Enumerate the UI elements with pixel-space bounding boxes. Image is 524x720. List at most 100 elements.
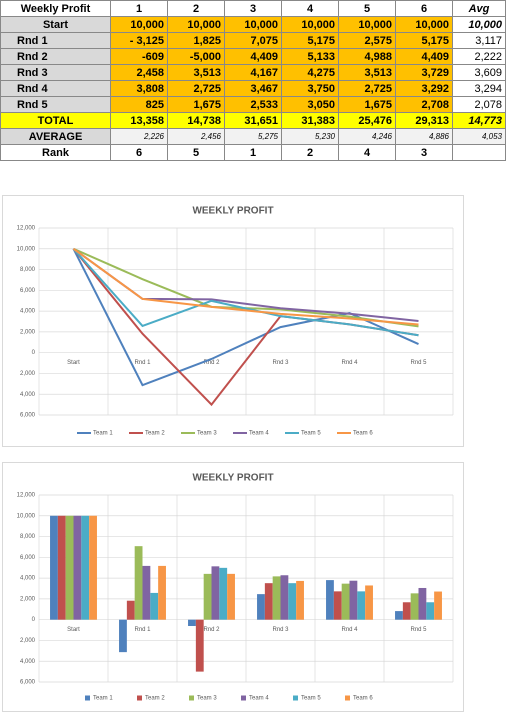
table-cell: 31,651 bbox=[224, 112, 282, 129]
legend-label: Team 3 bbox=[197, 696, 217, 702]
table-cell: 3 bbox=[395, 144, 453, 161]
table-cell: 3,808 bbox=[110, 80, 168, 97]
table-cell: 2,708 bbox=[395, 96, 453, 113]
bar bbox=[257, 594, 265, 620]
x-tick-label: Start bbox=[67, 360, 80, 366]
table-cell: 10,000 bbox=[281, 16, 339, 33]
y-tick-label: 4,000 bbox=[20, 659, 36, 665]
table-cell: 3,050 bbox=[281, 96, 339, 113]
x-tick-label: Rnd 3 bbox=[272, 360, 289, 366]
bar bbox=[426, 602, 435, 620]
table-cell: 3,292 bbox=[395, 80, 453, 97]
x-tick-label: Rnd 2 bbox=[203, 360, 220, 366]
table-cell: - 3,125 bbox=[110, 32, 168, 49]
table-cell: 2,533 bbox=[224, 96, 282, 113]
table-cell: 29,313 bbox=[395, 112, 453, 129]
table-cell: 25,476 bbox=[338, 112, 396, 129]
bar-chart: WEEKLY PROFIT 12,000 10,000 8,000 6,000 4,000… bbox=[2, 462, 464, 712]
table-cell: 4,886 bbox=[395, 128, 453, 145]
table-cell: 5,230 bbox=[281, 128, 339, 145]
table-row: Rnd 2 -609 -5,000 4,409 5,133 4,988 4,409 2,222 bbox=[0, 48, 506, 65]
y-tick-label: 8,000 bbox=[20, 267, 36, 273]
bar bbox=[341, 583, 350, 620]
table-cell: 4,409 bbox=[224, 48, 282, 65]
bar bbox=[288, 583, 297, 620]
bar bbox=[418, 587, 427, 620]
legend-label: Team 5 bbox=[301, 696, 321, 702]
row-label: TOTAL bbox=[0, 112, 111, 129]
legend-swatch bbox=[85, 695, 90, 701]
table-cell: 10,000 bbox=[167, 16, 225, 33]
table-cell: 5,133 bbox=[281, 48, 339, 65]
table-row: Rank 6 5 1 2 4 3 bbox=[0, 144, 506, 161]
table-cell: 4,053 bbox=[452, 128, 506, 145]
bar bbox=[188, 619, 196, 626]
bar bbox=[211, 566, 220, 620]
bar bbox=[203, 573, 212, 620]
table-row: Start 10,000 10,000 10,000 10,000 10,000 10,00… bbox=[0, 16, 506, 33]
row-label: Weekly Profit bbox=[0, 0, 111, 17]
table-row: TOTAL 13,358 14,738 31,651 31,383 25,476 29,31… bbox=[0, 112, 506, 129]
legend-swatch bbox=[137, 695, 142, 701]
bar bbox=[349, 580, 358, 620]
y-tick-label: 12,000 bbox=[17, 493, 36, 499]
legend-label: Team 6 bbox=[353, 431, 373, 437]
x-tick-label: Rnd 1 bbox=[134, 360, 151, 366]
table-cell: 1,825 bbox=[167, 32, 225, 49]
legend-label: Team 4 bbox=[249, 431, 269, 437]
legend-label: Team 5 bbox=[301, 431, 321, 437]
legend-label: Team 2 bbox=[145, 431, 165, 437]
table-cell: 3,117 bbox=[452, 32, 506, 49]
bar bbox=[81, 515, 90, 620]
table-cell: 10,000 bbox=[452, 16, 506, 33]
table-cell: 5,175 bbox=[395, 32, 453, 49]
table-cell: 14,738 bbox=[167, 112, 225, 129]
bar bbox=[65, 515, 74, 620]
profit-table: Weekly Profit 1 2 3 4 5 6 Avg Start 10,000 10,000 1… bbox=[0, 0, 506, 161]
table-row: AVERAGE 2,226 2,456 5,275 5,230 4,246 4,886 4,0… bbox=[0, 128, 506, 145]
table-cell: 2,458 bbox=[110, 64, 168, 81]
bar bbox=[410, 593, 419, 620]
bar bbox=[434, 591, 442, 620]
table-cell: 10,000 bbox=[338, 16, 396, 33]
legend-label: Team 4 bbox=[249, 696, 269, 702]
x-tick-label: Rnd 1 bbox=[134, 627, 151, 633]
table-cell: 5 bbox=[338, 0, 396, 17]
table-cell: 5 bbox=[167, 144, 225, 161]
row-label: Rnd 2 bbox=[0, 48, 111, 65]
bar bbox=[227, 573, 235, 620]
row-label: Rnd 4 bbox=[0, 80, 111, 97]
bar bbox=[158, 565, 166, 620]
table-cell: -609 bbox=[110, 48, 168, 65]
bar bbox=[50, 515, 58, 620]
legend-label: Team 1 bbox=[93, 696, 113, 702]
table-cell: 2,222 bbox=[452, 48, 506, 65]
legend-label: Team 1 bbox=[93, 431, 113, 437]
y-tick-label: 0 bbox=[32, 350, 36, 356]
table-cell: 2,725 bbox=[338, 80, 396, 97]
bar bbox=[134, 546, 143, 620]
table-cell: 3,729 bbox=[395, 64, 453, 81]
row-label: Start bbox=[0, 16, 111, 33]
legend-swatch bbox=[293, 695, 298, 701]
x-tick-label: Rnd 3 bbox=[272, 627, 289, 633]
table-cell: 1 bbox=[224, 144, 282, 161]
bar bbox=[365, 585, 373, 620]
bar bbox=[395, 611, 403, 620]
table-cell: 6 bbox=[110, 144, 168, 161]
y-tick-label: 6,000 bbox=[20, 413, 36, 419]
bar bbox=[296, 580, 304, 620]
table-cell: 5,175 bbox=[281, 32, 339, 49]
table-row: Rnd 1- 3,125 1,825 7,075 5,175 2,575 5,175 3,1… bbox=[0, 32, 506, 49]
bar bbox=[272, 576, 281, 620]
table-cell: 2,456 bbox=[167, 128, 225, 145]
table-cell: 3,294 bbox=[452, 80, 506, 97]
table-cell: 4,246 bbox=[338, 128, 396, 145]
bar bbox=[219, 567, 228, 620]
row-label: Rnd 3 bbox=[0, 64, 111, 81]
x-tick-label: Rnd 5 bbox=[410, 627, 427, 633]
x-tick-label: Rnd 4 bbox=[341, 360, 358, 366]
bar bbox=[142, 565, 151, 620]
bar bbox=[150, 592, 159, 620]
